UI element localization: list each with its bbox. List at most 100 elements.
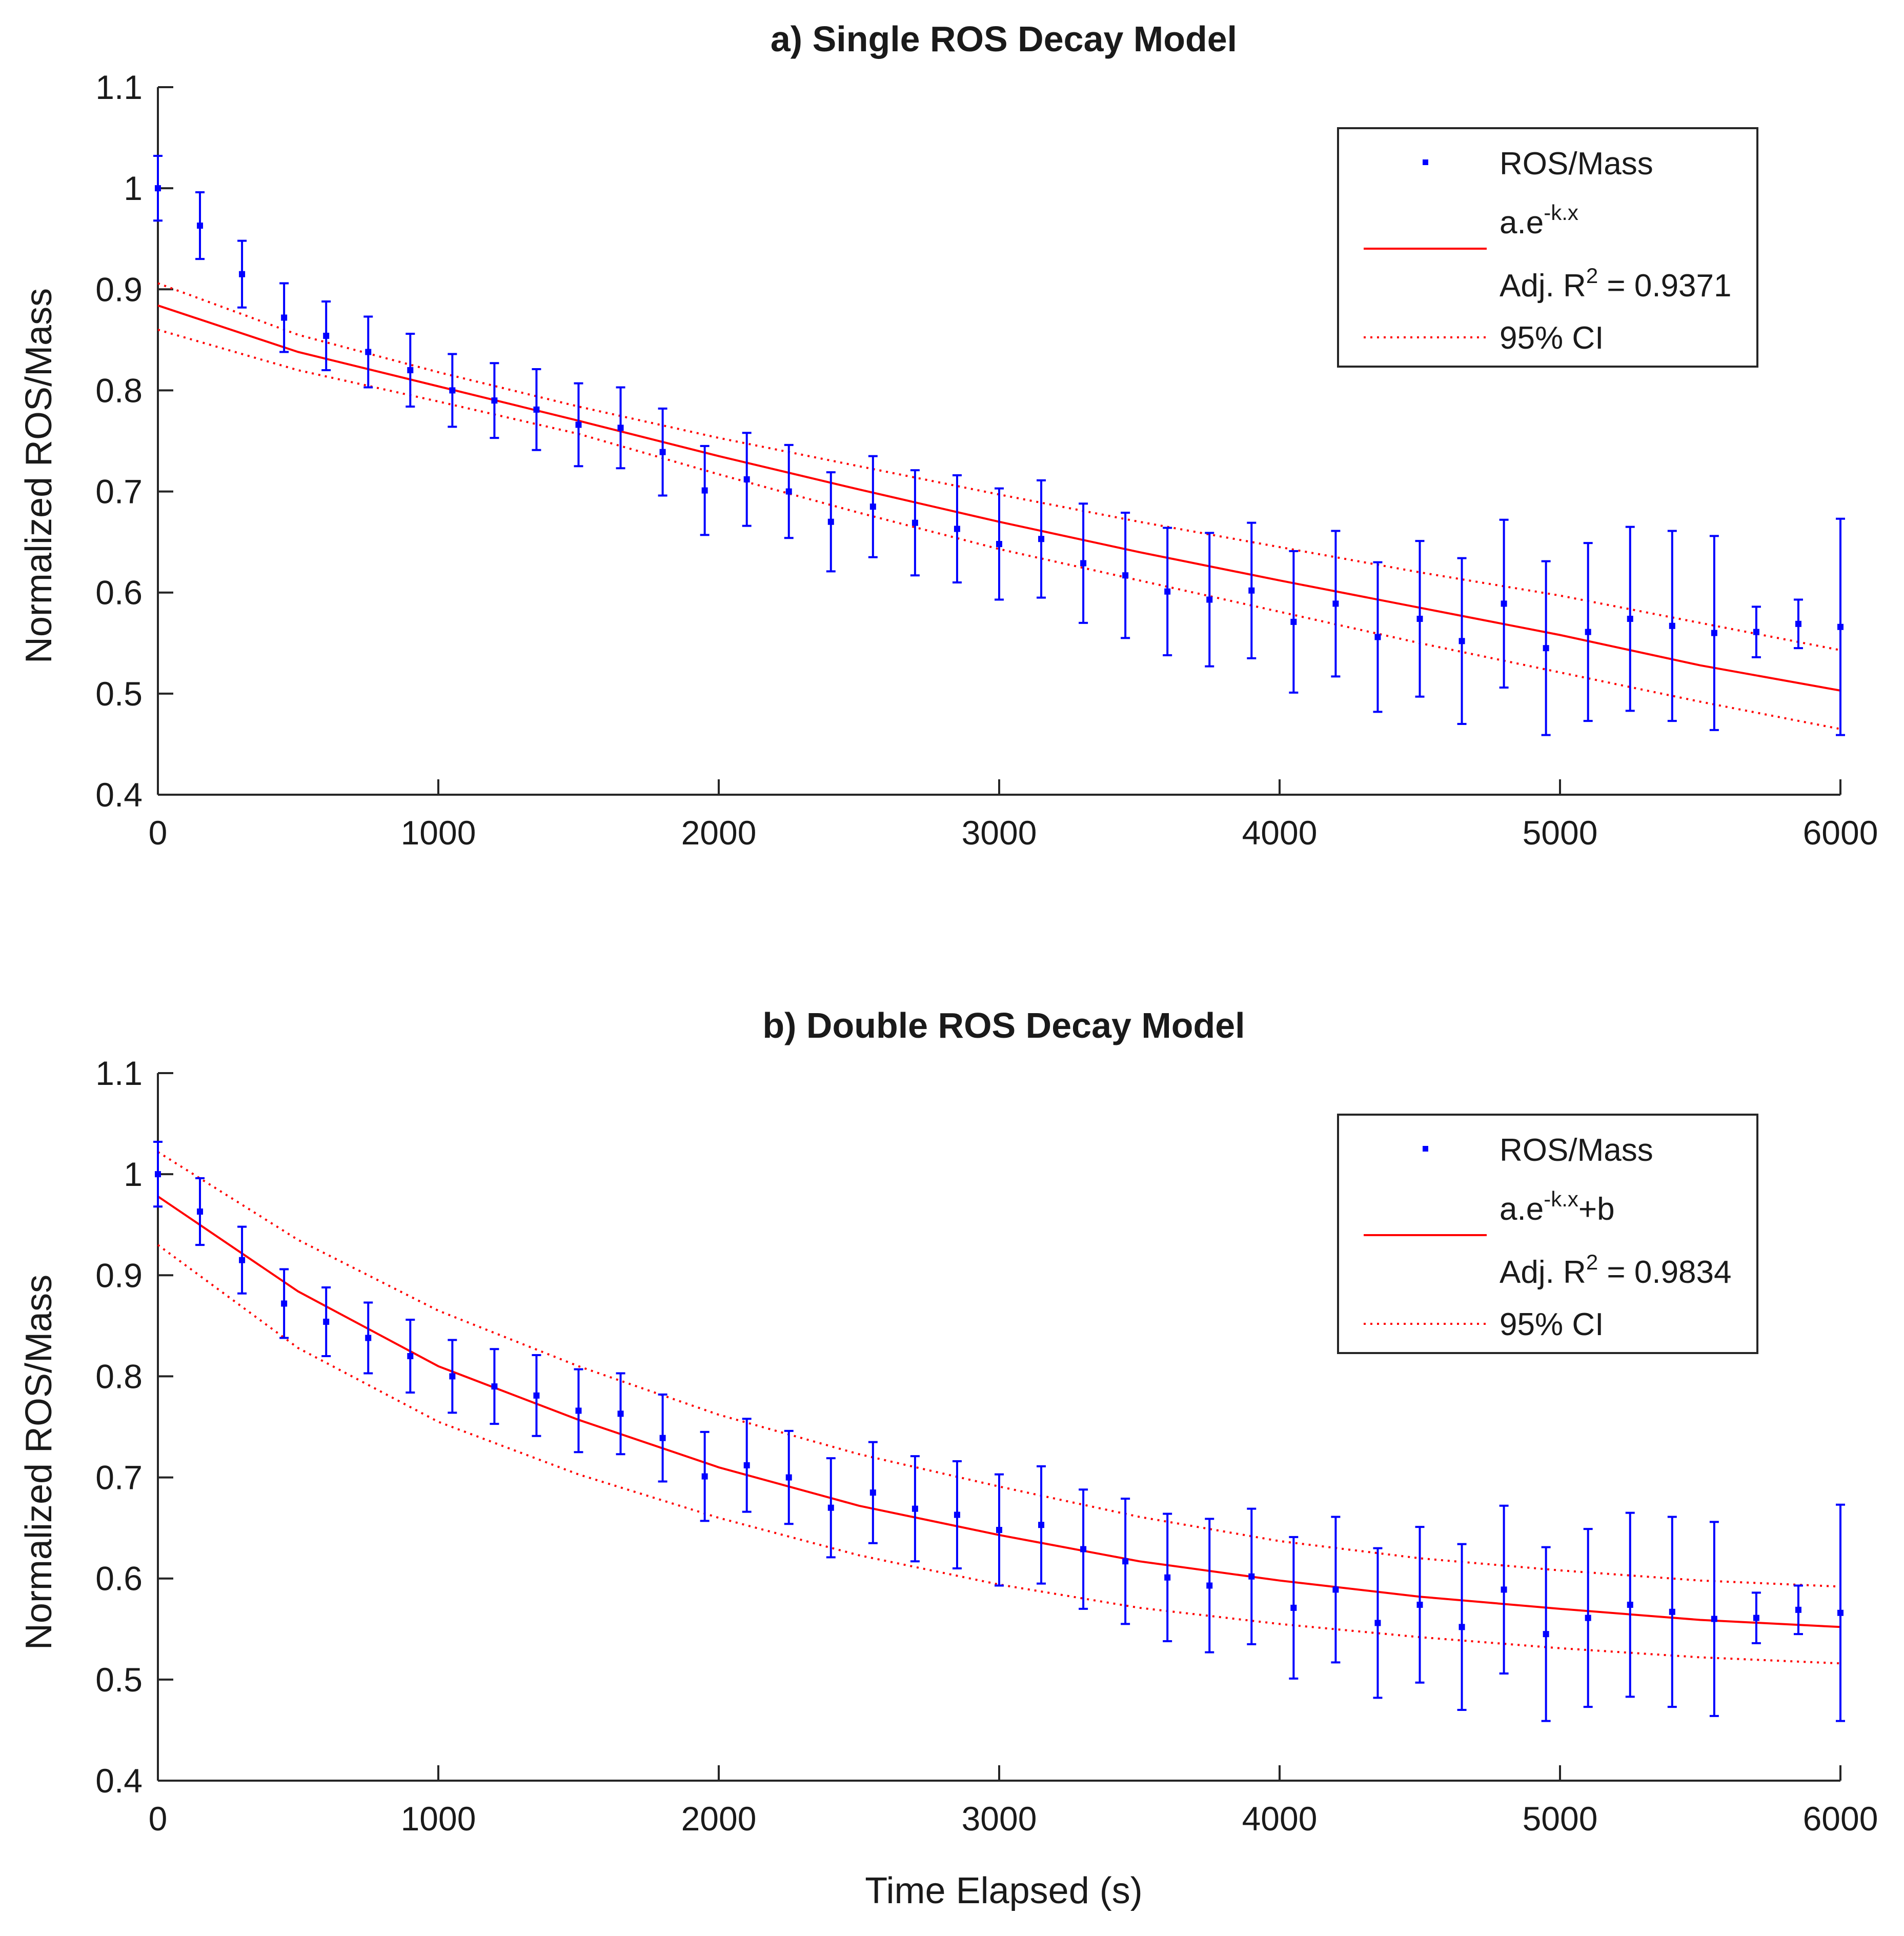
panel-b-legend-fit-sup: -k.x: [1544, 1187, 1578, 1211]
panel-a-ytick-label: 1: [124, 169, 143, 207]
panel-b-data-point: [197, 1208, 204, 1215]
panel-a-data-point: [912, 519, 918, 526]
panel-b-data-point: [701, 1473, 708, 1480]
panel-b-data-point: [533, 1392, 540, 1399]
panel-b-ytick-label: 1.1: [95, 1054, 143, 1092]
panel-a-plot-area: 0.4 0.5 0.6 0.7 0.8 0.9 1 1.1 0 1000 2000 3000 4000 5…: [95, 68, 1878, 852]
panel-b-data-point: [954, 1511, 960, 1518]
panel-a-xtick-label: 6000: [1803, 814, 1878, 852]
panel-b-data-point: [1080, 1546, 1087, 1552]
panel-a-data-point: [1164, 588, 1171, 595]
panel-a-ytick-label: 0.8: [95, 371, 143, 409]
panel-a-data-point: [449, 387, 456, 394]
panel-b-ytick-label: 0.9: [95, 1256, 143, 1294]
panel-a-xtick-label: 2000: [681, 814, 757, 852]
panel-a-legend-r2-suffix: = 0.9371: [1598, 268, 1731, 304]
panel-a-data-point: [869, 503, 876, 510]
panel-a-data-point: [1038, 536, 1045, 542]
panel-b-data-point: [575, 1407, 582, 1414]
panel-b-data-point: [1248, 1573, 1255, 1580]
panel-a-data-point: [1080, 560, 1087, 567]
panel-b-data-point: [1332, 1586, 1339, 1593]
panel-a-data-point: [575, 421, 582, 428]
panel-b-legend: ROS/Mass a.e-k.x+b Adj. R2 = 0.9834 95% …: [1337, 1114, 1758, 1354]
panel-a-legend-r2-sup: 2: [1586, 264, 1598, 288]
panel-a-data-point: [701, 487, 708, 494]
panel-a-legend-box: [1337, 127, 1758, 368]
panel-a-legend-fit-sup: -k.x: [1544, 200, 1578, 225]
panel-a-data-point: [1795, 620, 1801, 627]
panel-b-data-point: [659, 1435, 666, 1441]
panel-a-data-point: [1711, 630, 1717, 636]
panel-a-data-point: [281, 314, 288, 321]
panel-b-legend-r2-prefix: Adj. R: [1500, 1255, 1586, 1290]
panel-b-ytick-label: 0.5: [95, 1661, 143, 1699]
panel-a-legend-label-ci: 95% CI: [1500, 320, 1604, 356]
panel-a-data-point: [1543, 645, 1549, 652]
panel-a-data-point: [1248, 587, 1255, 594]
panel-a-ytick-label: 0.4: [95, 776, 143, 814]
panel-b-data-point: [1627, 1601, 1633, 1608]
panel-b-data-point: [1585, 1615, 1591, 1621]
panel-b-data-point: [449, 1373, 456, 1380]
panel-a-data-point: [1837, 623, 1844, 630]
panel-a-data-point: [1122, 572, 1129, 579]
panel-b-ytick-label: 0.6: [95, 1560, 143, 1598]
panel-b-xtick-label: 1000: [401, 1800, 476, 1838]
panel-a-data-point: [743, 476, 750, 482]
panel-a-data-point: [996, 541, 1002, 548]
panel-b-data-point: [491, 1383, 498, 1390]
panel-b-data-point: [1038, 1522, 1045, 1528]
panel-a-data-point: [155, 185, 161, 192]
panel-a-legend: ROS/Mass a.e-k.x Adj. R2 = 0.9371 95% CI: [1337, 127, 1758, 368]
panel-a-xtick-label: 1000: [401, 814, 476, 852]
panel-b-ytick-label: 0.8: [95, 1357, 143, 1395]
panel-b-data-point: [912, 1505, 918, 1512]
panel-b-data-point: [1669, 1608, 1675, 1615]
panel-b-data-point: [869, 1489, 876, 1496]
panel-a-xtick-label: 0: [149, 814, 168, 852]
panel-a-xtick-label: 3000: [962, 814, 1037, 852]
panel-a-data-point: [239, 271, 246, 277]
panel-a-data-point: [323, 332, 330, 339]
panel-b-data-point: [407, 1353, 414, 1359]
panel-a-data-point: [659, 449, 666, 455]
panel-a-data-point: [1332, 600, 1339, 607]
panel-b-data-point: [1416, 1601, 1423, 1608]
panel-b-legend-label-fit: a.e-k.x+b: [1500, 1187, 1615, 1227]
panel-b-data-point: [1374, 1620, 1381, 1626]
panel-b-data-point: [281, 1300, 288, 1307]
panel-a-legend-r2-prefix: Adj. R: [1500, 268, 1586, 304]
panel-a-ytick-label: 0.7: [95, 473, 143, 511]
panel-a-data-point: [1669, 622, 1675, 629]
panel-b-xtick-label: 4000: [1242, 1800, 1318, 1838]
panel-b-data-point: [1206, 1582, 1213, 1589]
panel-b-data-point: [1711, 1616, 1717, 1622]
panel-b-data-point: [239, 1257, 246, 1263]
panel-a-legend-fit-base: a.e: [1500, 205, 1544, 240]
panel-b-ytick-label: 0.4: [95, 1762, 143, 1800]
panel-a-data-point: [1374, 634, 1381, 640]
panel-b-data-point: [1753, 1615, 1759, 1621]
panel-a: a) Single ROS Decay Model Normalized ROS…: [18, 19, 1878, 852]
panel-b-legend-fit-base: a.e: [1500, 1192, 1544, 1227]
panel-b-data-point: [1290, 1604, 1297, 1611]
panel-b-ytick-label: 0.7: [95, 1459, 143, 1497]
panel-a-data-point: [1585, 629, 1591, 635]
panel-a-data-point: [1290, 618, 1297, 625]
panel-a-xtick-label: 5000: [1523, 814, 1598, 852]
panel-a-data-point: [1753, 629, 1759, 635]
panel-b-legend-label-ci: 95% CI: [1500, 1307, 1604, 1342]
panel-a-data-point: [827, 518, 834, 525]
panel-b-legend-fit-suffix: +b: [1578, 1192, 1615, 1227]
panel-b-data-point: [743, 1462, 750, 1468]
panel-b-data-point: [323, 1318, 330, 1325]
panel-b: b) Double ROS Decay Model Normalized ROS…: [18, 1005, 1878, 1911]
panel-b-ytick-label: 1: [124, 1155, 143, 1193]
panel-a-legend-label-data: ROS/Mass: [1500, 146, 1653, 182]
panel-b-title: b) Double ROS Decay Model: [762, 1005, 1245, 1045]
panel-b-data-point: [1837, 1609, 1844, 1616]
panel-a-data-point: [365, 349, 372, 355]
panel-a-xtick-label: 4000: [1242, 814, 1318, 852]
